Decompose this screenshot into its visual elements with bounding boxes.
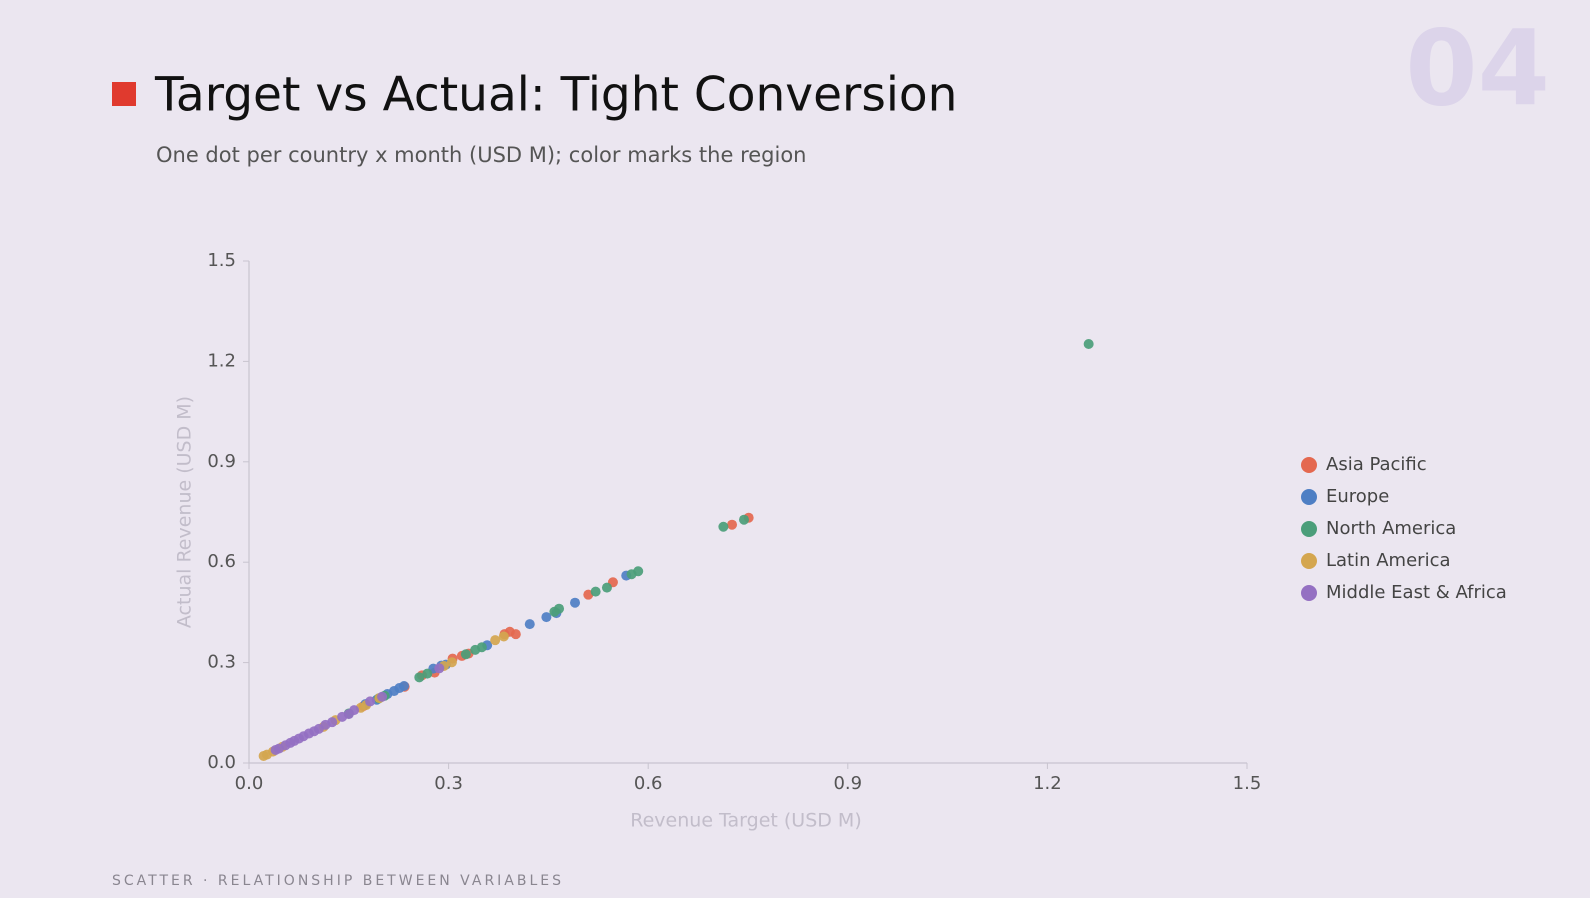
point <box>498 631 509 642</box>
legend-swatch <box>1301 585 1317 601</box>
point <box>1083 338 1094 349</box>
point <box>460 649 471 660</box>
y-tick-label: 1.2 <box>207 350 236 371</box>
point <box>377 691 388 702</box>
point <box>541 612 552 623</box>
y-tick-label: 0.3 <box>207 652 236 673</box>
legend-label: Asia Pacific <box>1326 454 1427 475</box>
legend-swatch <box>1301 457 1317 473</box>
title-marker <box>112 82 136 106</box>
point <box>434 663 445 674</box>
point <box>422 668 433 679</box>
legend-label: North America <box>1326 518 1456 539</box>
point <box>570 597 581 608</box>
x-axis-label: Revenue Target (USD M) <box>630 810 861 832</box>
y-tick-label: 1.5 <box>207 250 236 271</box>
point <box>718 521 729 532</box>
y-tick-label: 0.6 <box>207 551 236 572</box>
legend-swatch <box>1301 489 1317 505</box>
point <box>626 569 637 580</box>
y-axis-label: Actual Revenue (USD M) <box>174 396 196 628</box>
point <box>414 672 425 683</box>
point <box>549 606 560 617</box>
legend-label: Middle East & Africa <box>1326 582 1507 603</box>
legend-label: Latin America <box>1326 550 1451 571</box>
legend-swatch <box>1301 553 1317 569</box>
x-tick-label: 1.5 <box>1233 773 1262 794</box>
point <box>590 586 601 597</box>
point <box>470 644 481 655</box>
x-tick-label: 0.0 <box>235 773 264 794</box>
point <box>446 657 457 668</box>
x-tick-label: 0.3 <box>434 773 463 794</box>
point <box>337 711 348 722</box>
x-tick-label: 1.2 <box>1033 773 1062 794</box>
point <box>270 744 281 755</box>
chart-subtitle: One dot per country x month (USD M); col… <box>156 143 806 167</box>
x-tick-label: 0.9 <box>833 773 862 794</box>
footer: SCATTER · RELATIONSHIP BETWEEN VARIABLES <box>112 873 564 889</box>
legend-label: Europe <box>1326 486 1389 507</box>
chart-title: Target vs Actual: Tight Conversion <box>154 68 957 123</box>
y-tick-label: 0.9 <box>207 451 236 472</box>
point <box>739 514 750 525</box>
legend-swatch <box>1301 521 1317 537</box>
x-tick-label: 0.6 <box>634 773 663 794</box>
point <box>601 582 612 593</box>
point <box>365 696 376 707</box>
slide-number: 04 <box>1405 7 1550 129</box>
y-tick-label: 0.0 <box>207 752 236 773</box>
point <box>258 750 269 761</box>
point <box>727 519 738 530</box>
point <box>524 619 535 630</box>
point <box>490 635 501 646</box>
